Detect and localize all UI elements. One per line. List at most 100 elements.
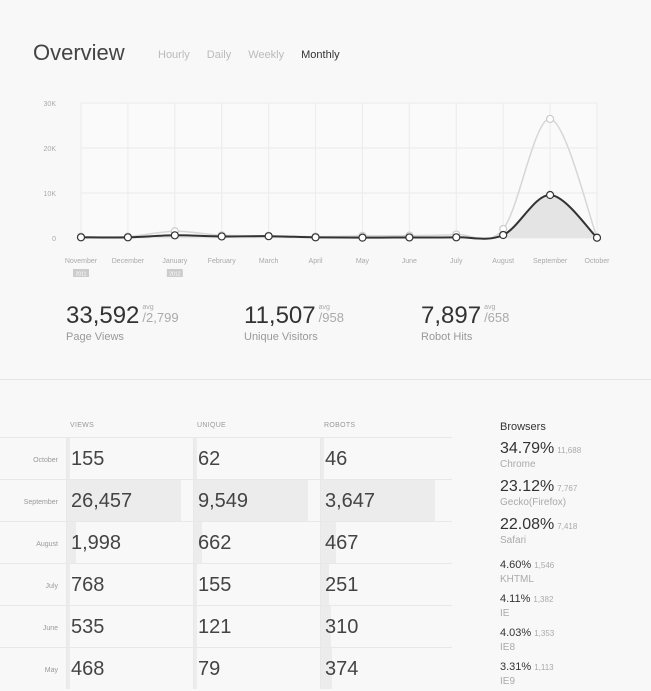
cell-value: 374 — [325, 658, 359, 680]
x-tick-label: August — [492, 258, 514, 265]
cell-value: 768 — [71, 574, 105, 596]
cell-robots: 467 — [320, 522, 447, 563]
browser-count: 11,688 — [557, 446, 582, 455]
tab-hourly[interactable]: Hourly — [158, 49, 190, 61]
unique-area — [81, 195, 597, 239]
data-point — [123, 233, 133, 242]
cell-value: 155 — [71, 448, 105, 470]
cell-views: 1,998 — [66, 522, 193, 563]
cell-value: 1,998 — [71, 532, 122, 554]
tab-daily[interactable]: Daily — [206, 49, 232, 61]
x-tick-label: March — [259, 258, 279, 265]
browser-name: IE9 — [500, 676, 516, 687]
value-bar — [67, 648, 70, 689]
cell-robots: 251 — [320, 564, 447, 605]
browser-name: Safari — [500, 535, 527, 546]
year-badge — [73, 269, 89, 277]
cell-unique: 155 — [193, 564, 320, 605]
x-tick-label: December — [112, 258, 145, 265]
stat-label: Robot Hits — [421, 331, 473, 343]
cell-unique: 62 — [193, 438, 320, 479]
cell-value: 155 — [198, 574, 232, 596]
table-row[interactable]: September 26,457 9,549 3,647 — [0, 479, 452, 521]
data-point — [452, 233, 461, 242]
browser-percent: 3.31% — [500, 661, 532, 673]
plot-area — [81, 103, 597, 238]
value-bar — [194, 480, 308, 521]
value-bar — [194, 648, 197, 689]
cell-views: 768 — [66, 564, 193, 605]
cell-value: 62 — [198, 448, 221, 470]
avg-label: avg — [318, 304, 330, 311]
cell-value: 46 — [325, 448, 348, 470]
browser-percent: 34.79% — [500, 440, 555, 457]
overview-chart: 0 10K 20K 30K November 2011 December January 201… — [44, 101, 611, 278]
browser-percent: 23.12% — [500, 478, 555, 495]
cell-unique: 121 — [193, 606, 320, 647]
value-bar — [321, 648, 332, 689]
period-tabs: Hourly Daily Weekly Monthly — [158, 49, 357, 61]
browser-percent: 4.60% — [500, 559, 532, 571]
y-tick-label: 30K — [44, 101, 57, 108]
value-bar — [194, 606, 197, 647]
row-month: May — [44, 667, 58, 674]
y-tick-label: 10K — [44, 191, 57, 198]
table-row[interactable]: June 535 121 310 — [0, 605, 452, 647]
cell-value: 251 — [325, 574, 359, 596]
year-badge — [166, 269, 183, 277]
cell-value: 310 — [325, 616, 359, 638]
x-tick-label: May — [356, 258, 370, 265]
stat-value: 11,507 — [244, 302, 316, 329]
browser-count: 7,418 — [557, 522, 578, 531]
cell-value: 3,647 — [325, 490, 376, 512]
data-point — [405, 233, 414, 242]
table-row[interactable]: August 1,998 662 467 — [0, 521, 452, 563]
browser-count: 1,382 — [533, 595, 554, 604]
tab-monthly[interactable]: Monthly — [301, 49, 340, 61]
data-point — [545, 114, 555, 124]
table-row[interactable]: October 155 62 46 — [0, 437, 452, 479]
cell-value: 468 — [71, 658, 105, 680]
data-point — [217, 232, 226, 241]
stat-avg: /658 — [484, 310, 510, 325]
data-point — [76, 233, 86, 242]
data-point — [311, 233, 320, 242]
row-month: September — [23, 499, 58, 506]
row-month: October — [33, 457, 58, 464]
stat-robot-hits: 7,897 avg/658 Robot Hits — [421, 302, 509, 343]
browser-item: 4.03% 1,353 IE8 — [500, 623, 554, 653]
table-row[interactable]: July 768 155 251 — [0, 563, 452, 605]
data-point — [170, 231, 179, 240]
page-title: Overview — [33, 40, 125, 65]
cell-value: 121 — [198, 616, 232, 638]
cell-value: 662 — [198, 532, 232, 554]
x-tick-label: October — [585, 258, 611, 265]
browser-item: 22.08% 7,418 Safari — [500, 516, 577, 546]
tab-weekly[interactable]: Weekly — [248, 49, 285, 61]
year-badge-label: 2012 — [169, 272, 180, 278]
stat-unique-visitors: 11,507 avg/958 Unique Visitors — [244, 302, 344, 343]
x-tick-label: February — [208, 258, 237, 265]
table-row[interactable]: May 468 79 374 — [0, 647, 452, 689]
x-tick-label: September — [533, 258, 568, 265]
x-tick-label: April — [309, 258, 323, 265]
browser-item: 4.60% 1,546 KHTML — [500, 555, 554, 585]
cell-value: 9,549 — [198, 490, 249, 512]
browser-item: 34.79% 11,688 Chrome — [500, 440, 581, 470]
cell-value: 535 — [71, 616, 105, 638]
value-bar — [321, 480, 435, 521]
value-bar — [194, 522, 202, 563]
browser-item: 4.11% 1,382 IE — [500, 589, 553, 619]
value-bar — [321, 564, 329, 605]
cell-value: 26,457 — [71, 490, 133, 512]
stat-label: Unique Visitors — [244, 331, 318, 343]
browser-name: Gecko(Firefox) — [500, 497, 567, 508]
cell-views: 155 — [66, 438, 193, 479]
value-bar — [67, 480, 181, 521]
row-month: August — [36, 541, 58, 548]
cell-robots: 310 — [320, 606, 447, 647]
data-point — [264, 232, 273, 241]
y-tick-label: 20K — [44, 146, 57, 153]
cell-robots: 46 — [320, 438, 447, 479]
value-bar — [67, 438, 70, 479]
